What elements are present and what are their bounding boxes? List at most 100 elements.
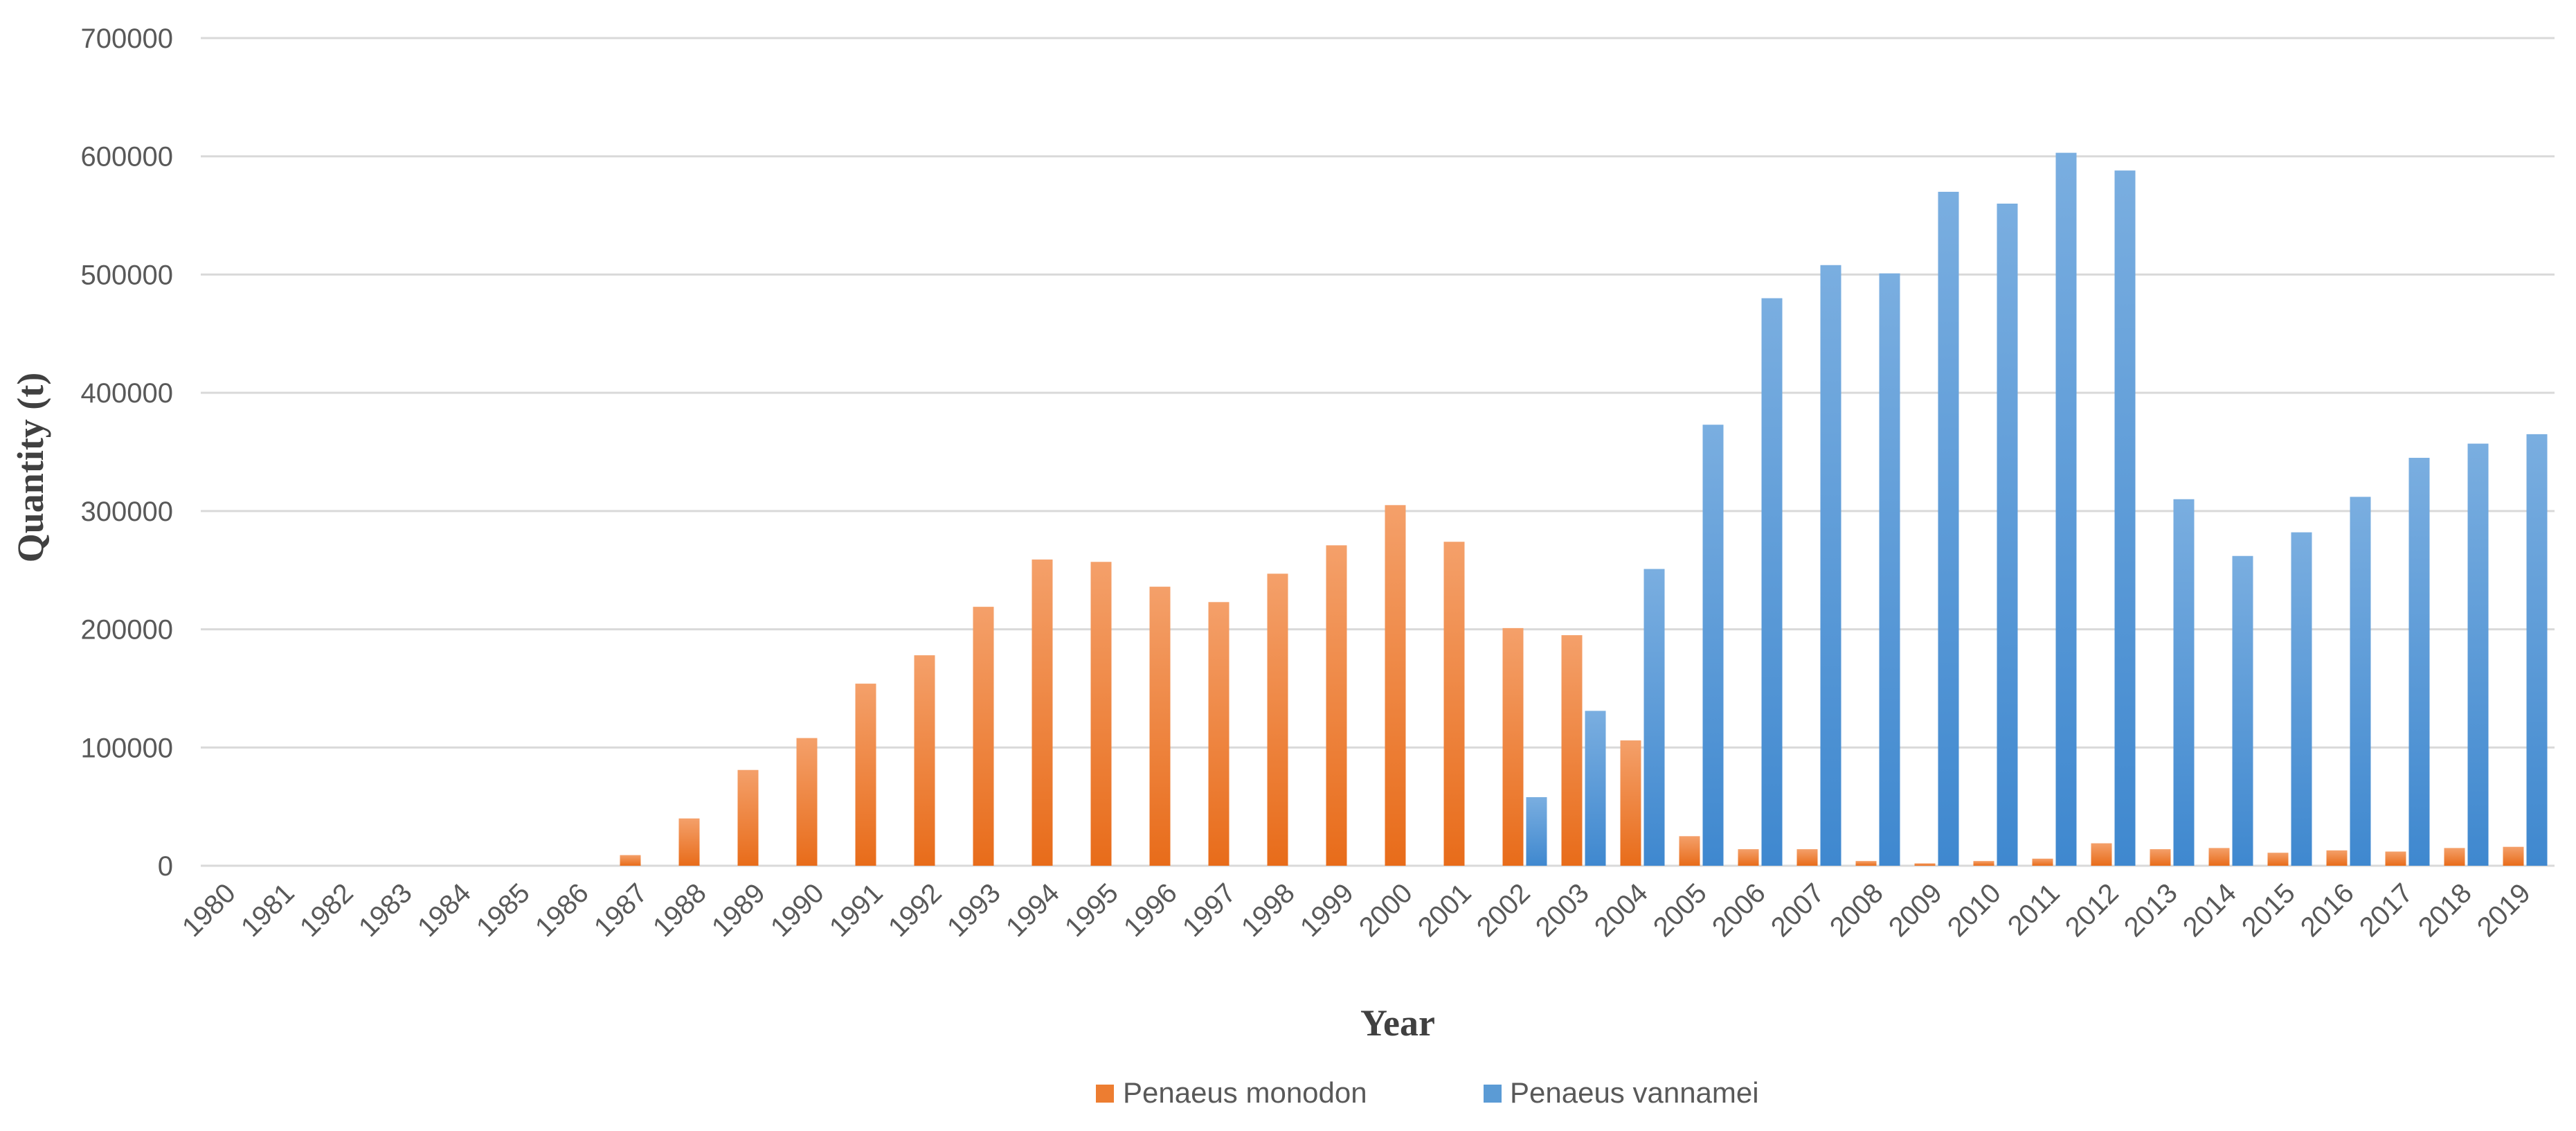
legend: Penaeus monodon Penaeus vannamei [1096, 1076, 1759, 1109]
x-tick-label: 1982 [294, 878, 359, 943]
x-tick-label: 1993 [942, 878, 1007, 943]
bar-penaeus-monodon-1991 [855, 684, 876, 866]
bar-penaeus-vannamei-2012 [2114, 170, 2136, 866]
x-tick-label: 1991 [824, 878, 889, 943]
bars [620, 152, 2548, 866]
x-tick-label: 2002 [1471, 878, 1536, 943]
bar-penaeus-vannamei-2016 [2350, 497, 2371, 866]
x-tick-label: 2018 [2413, 878, 2478, 943]
legend-swatch-penaeus-monodon [1096, 1085, 1114, 1103]
x-tick-label: 1990 [765, 878, 830, 943]
bar-penaeus-monodon-2001 [1443, 542, 1465, 866]
x-tick-label: 2011 [2002, 878, 2066, 941]
x-tick-label: 1988 [647, 878, 712, 943]
bar-penaeus-monodon-2014 [2208, 848, 2230, 866]
bar-penaeus-vannamei-2015 [2291, 532, 2312, 866]
bar-penaeus-monodon-2010 [1973, 861, 1994, 866]
bar-penaeus-monodon-2011 [2032, 858, 2053, 866]
x-tick-label: 2000 [1353, 878, 1418, 943]
y-tick-label: 300000 [81, 497, 173, 527]
x-tick-label: 2009 [1883, 878, 1948, 943]
bar-penaeus-vannamei-2018 [2467, 443, 2489, 866]
bar-penaeus-monodon-1988 [678, 818, 700, 866]
bar-penaeus-vannamei-2009 [1938, 191, 1959, 866]
bar-penaeus-vannamei-2014 [2232, 555, 2253, 866]
y-axis-title: Quantity (t) [10, 373, 51, 562]
y-tick-label: 200000 [81, 615, 173, 645]
bar-penaeus-vannamei-2011 [2055, 152, 2077, 866]
x-tick-label: 2008 [1824, 878, 1889, 943]
bar-penaeus-vannamei-2017 [2408, 458, 2430, 866]
x-tick-label: 1998 [1236, 878, 1301, 943]
bar-penaeus-monodon-2003 [1561, 635, 1583, 866]
bar-penaeus-monodon-2009 [1914, 863, 1936, 866]
bar-penaeus-monodon-2007 [1796, 849, 1818, 866]
bar-penaeus-monodon-2018 [2444, 848, 2465, 866]
x-tick-label: 2005 [1648, 878, 1713, 943]
bar-penaeus-vannamei-2013 [2173, 499, 2195, 866]
x-tick-label: 2007 [1765, 878, 1830, 943]
x-tick-label: 2006 [1706, 878, 1772, 943]
x-tick-label: 1995 [1059, 878, 1124, 943]
bar-penaeus-monodon-1995 [1090, 562, 1112, 866]
x-tick-label: 1992 [883, 878, 948, 943]
x-tick-label: 1989 [706, 878, 771, 943]
y-tick-label: 400000 [81, 378, 173, 409]
bar-penaeus-monodon-1998 [1267, 573, 1288, 866]
x-tick-label: 2016 [2295, 878, 2360, 943]
bar-penaeus-vannamei-2019 [2526, 434, 2548, 866]
x-tick-label: 1985 [471, 878, 536, 943]
bar-penaeus-monodon-2000 [1385, 505, 1406, 866]
x-tick-label: 1984 [412, 878, 477, 943]
legend-label-penaeus-monodon: Penaeus monodon [1123, 1076, 1367, 1109]
x-tick-label: 2012 [2060, 878, 2125, 943]
x-tick-label: 2017 [2354, 878, 2419, 943]
bar-penaeus-monodon-2015 [2267, 853, 2289, 866]
y-axis-ticks: 0 100000 200000 300000 400000 500000 600000 700… [81, 24, 173, 882]
legend-label-penaeus-vannamei: Penaeus vannamei [1510, 1076, 1759, 1109]
bar-penaeus-monodon-2013 [2150, 849, 2171, 866]
bar-penaeus-monodon-1989 [737, 769, 759, 866]
bar-penaeus-monodon-2017 [2385, 851, 2406, 866]
bar-penaeus-monodon-1990 [796, 738, 818, 866]
y-tick-label: 700000 [81, 24, 173, 54]
x-tick-label: 1997 [1177, 878, 1242, 943]
x-tick-label: 1981 [235, 878, 300, 943]
bar-penaeus-monodon-2006 [1738, 849, 1759, 866]
bar-penaeus-monodon-2005 [1679, 836, 1700, 866]
bar-penaeus-vannamei-2005 [1702, 425, 1724, 866]
bar-penaeus-vannamei-2006 [1761, 298, 1783, 866]
x-tick-label: 1983 [353, 878, 418, 943]
x-tick-label: 2015 [2236, 878, 2301, 943]
x-tick-label: 2013 [2118, 878, 2183, 943]
x-tick-label: 1986 [530, 878, 595, 943]
x-axis-title: Year [1360, 1002, 1435, 1044]
x-tick-label: 1996 [1118, 878, 1183, 943]
bar-penaeus-monodon-2012 [2091, 843, 2112, 866]
x-axis-ticks: 1980198119821983198419851986198719881989… [177, 878, 2537, 943]
y-tick-label: 500000 [81, 260, 173, 290]
bar-penaeus-vannamei-2007 [1820, 265, 1841, 866]
bar-penaeus-monodon-2008 [1855, 861, 1877, 866]
x-tick-label: 2010 [1942, 878, 2007, 943]
bar-penaeus-monodon-2019 [2503, 846, 2524, 866]
x-tick-label: 2003 [1530, 878, 1595, 943]
y-tick-label: 100000 [81, 733, 173, 763]
y-tick-label: 0 [158, 851, 173, 882]
y-tick-label: 600000 [81, 142, 173, 172]
bar-penaeus-vannamei-2010 [1997, 204, 2018, 866]
x-tick-label: 2001 [1412, 878, 1477, 943]
bar-penaeus-vannamei-2004 [1643, 569, 1665, 866]
bar-penaeus-monodon-1994 [1032, 559, 1053, 866]
bar-penaeus-monodon-2004 [1620, 740, 1641, 866]
bar-penaeus-monodon-2002 [1502, 627, 1524, 866]
bar-penaeus-monodon-2016 [2326, 850, 2348, 866]
bar-penaeus-vannamei-2002 [1526, 796, 1547, 866]
x-tick-label: 1987 [588, 878, 654, 943]
legend-swatch-penaeus-vannamei [1484, 1085, 1502, 1103]
x-tick-label: 1980 [177, 878, 242, 943]
x-tick-label: 2014 [2177, 878, 2242, 943]
x-tick-label: 1994 [1000, 878, 1065, 943]
bar-penaeus-monodon-1996 [1149, 587, 1171, 866]
